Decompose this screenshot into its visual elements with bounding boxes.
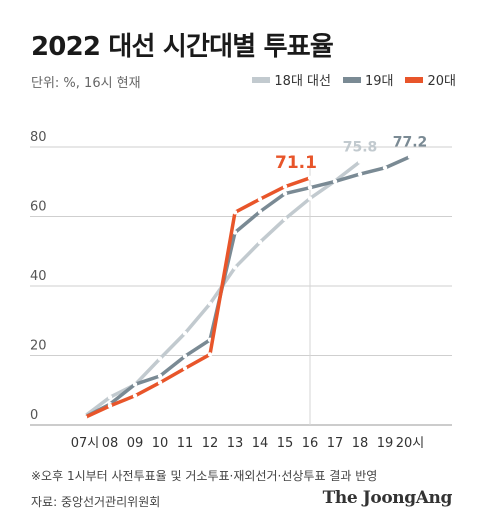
x-tick-label-10: 10 xyxy=(152,436,169,451)
series-2-point-13 xyxy=(232,210,238,215)
x-tick-label-11: 11 xyxy=(177,436,194,451)
brand-logo: The JoongAng xyxy=(322,488,453,508)
y-tick-label-20: 20 xyxy=(30,339,47,354)
x-tick-label-17: 17 xyxy=(327,436,344,451)
series-0-point-10 xyxy=(157,356,163,361)
series-2-point-14 xyxy=(257,196,263,202)
x-tick-label-19: 19 xyxy=(377,436,394,451)
y-tick-label-60: 60 xyxy=(30,200,47,215)
series-0-point-16 xyxy=(307,196,313,201)
source-note: 자료: 중앙선거관리위원회 xyxy=(31,495,161,509)
legend-item-20: 20대 xyxy=(405,70,456,89)
series-line-2 xyxy=(83,176,312,420)
footnote: ※오후 1시부터 사전투표율 및 거소투표·재외선거·선상투표 결과 반영 xyxy=(31,469,378,483)
series-2-point-11 xyxy=(182,366,188,371)
legend-label-19: 19대 xyxy=(364,74,394,89)
series-0-point-18 xyxy=(357,159,363,164)
series-1-point-15 xyxy=(282,191,288,196)
legend-item-19: 19대 xyxy=(342,70,394,89)
series-0-point-12 xyxy=(207,301,213,306)
legend-label-20: 20대 xyxy=(427,74,456,89)
series-1-point-13 xyxy=(232,230,238,235)
series-2-point-12 xyxy=(207,352,213,357)
x-tick-label-16: 16 xyxy=(302,436,319,451)
y-tick-label-80: 80 xyxy=(30,130,47,145)
x-tick-label-08: 08 xyxy=(102,436,119,451)
series-0-end-label: 75.8 xyxy=(343,140,378,156)
chart-title: 2022 대선 시간대별 투표율 xyxy=(31,32,334,62)
x-tick-label-09: 09 xyxy=(127,436,144,451)
legend: 18대 대선 19대 20대 xyxy=(252,70,456,89)
series-1-point-19 xyxy=(382,165,388,171)
series-1-point-18 xyxy=(357,171,363,177)
x-tick-label-15: 15 xyxy=(277,436,294,451)
x-tick-label-07시: 07시 xyxy=(71,436,100,451)
legend-swatch-20 xyxy=(405,76,424,83)
series-1-point-16 xyxy=(307,185,313,190)
series-0-point-15 xyxy=(282,216,288,222)
series-1-point-20시 xyxy=(407,154,413,159)
x-tick-label-14: 14 xyxy=(252,436,269,451)
x-tick-label-18: 18 xyxy=(352,436,369,451)
series-2-point-15 xyxy=(282,184,288,189)
series-2-point-10 xyxy=(157,380,163,385)
y-tick-label-0: 0 xyxy=(30,408,38,423)
series-1-point-14 xyxy=(257,209,263,214)
legend-swatch-18 xyxy=(252,76,271,83)
series-1-point-17 xyxy=(332,179,338,184)
series-2-point-08 xyxy=(107,403,113,409)
y-tick-label-40: 40 xyxy=(30,269,47,284)
series-0-point-13 xyxy=(232,265,238,270)
series-line-1 xyxy=(83,154,412,419)
legend-swatch-19 xyxy=(342,76,361,83)
x-tick-label-13: 13 xyxy=(227,436,244,451)
series-2-point-09 xyxy=(132,393,138,399)
line-chart: 0 20 40 60 80 07시 08 09 10 11 12 13 14 15 16 17 18 19 20시 7… xyxy=(30,130,452,451)
series-1-point-09 xyxy=(132,382,138,387)
series-1-point-11 xyxy=(182,353,188,359)
series-1-end-label: 77.2 xyxy=(393,135,428,151)
series-0-point-08 xyxy=(107,395,113,400)
series-2-end-label: 71.1 xyxy=(275,153,317,173)
unit-note: 단위: %, 16시 현재 xyxy=(31,76,141,91)
series-2-point-07시 xyxy=(82,415,88,420)
x-tick-label-12: 12 xyxy=(202,436,219,451)
series-0-point-11 xyxy=(182,331,188,336)
x-tick-label-20시: 20시 xyxy=(396,436,425,451)
series-1-point-10 xyxy=(157,373,163,379)
legend-label-18: 18대 대선 xyxy=(274,74,331,89)
series-2-point-16 xyxy=(307,175,313,181)
series-0-point-14 xyxy=(257,240,263,245)
legend-item-18: 18대 대선 xyxy=(252,70,331,89)
